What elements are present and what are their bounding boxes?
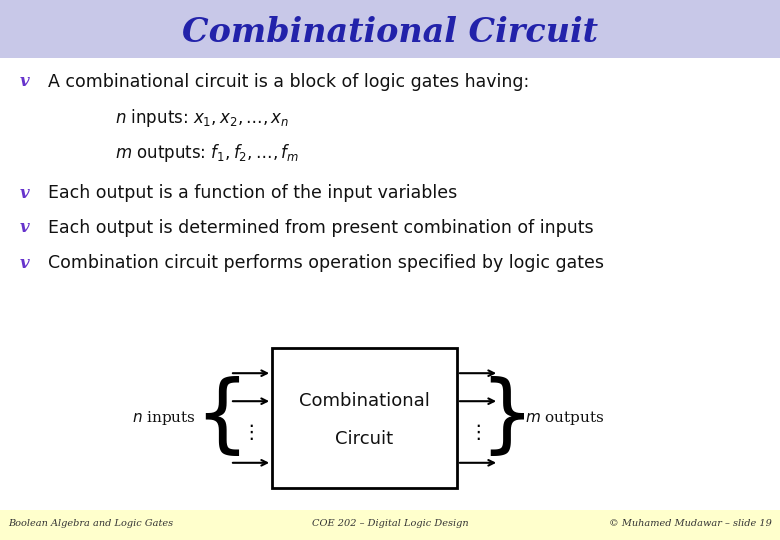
Text: ⋮: ⋮ [468,422,488,442]
Text: $m$ outputs: $m$ outputs [525,409,604,427]
Text: Each output is determined from present combination of inputs: Each output is determined from present c… [48,219,594,237]
Bar [0,510,780,540]
Bar [0,0,780,58]
Text: Combination circuit performs operation specified by logic gates: Combination circuit performs operation s… [48,254,604,272]
Text: v: v [20,185,30,201]
Text: Circuit: Circuit [335,430,394,448]
Text: {: { [194,376,250,460]
Text: A combinational circuit is a block of logic gates having:: A combinational circuit is a block of lo… [48,73,530,91]
Text: ⋮: ⋮ [241,422,261,442]
Bar [272,348,457,488]
Text: Boolean Algebra and Logic Gates: Boolean Algebra and Logic Gates [8,519,173,529]
Text: Combinational: Combinational [299,392,430,410]
Text: Combinational Circuit: Combinational Circuit [182,16,598,49]
Text: COE 202 – Digital Logic Design: COE 202 – Digital Logic Design [312,519,468,529]
Text: © Muhamed Mudawar – slide 19: © Muhamed Mudawar – slide 19 [609,519,772,529]
Text: $n$ inputs: $x_1, x_2, \ldots, x_n$: $n$ inputs: $x_1, x_2, \ldots, x_n$ [115,107,289,129]
Text: v: v [20,254,30,272]
Text: $m$ outputs: $f_1, f_2, \ldots, f_m$: $m$ outputs: $f_1, f_2, \ldots, f_m$ [115,142,299,164]
Text: $n$ inputs: $n$ inputs [132,409,196,427]
Text: v: v [20,219,30,237]
Text: Each output is a function of the input variables: Each output is a function of the input v… [48,184,457,202]
Text: }: } [480,376,534,460]
Text: v: v [20,73,30,91]
